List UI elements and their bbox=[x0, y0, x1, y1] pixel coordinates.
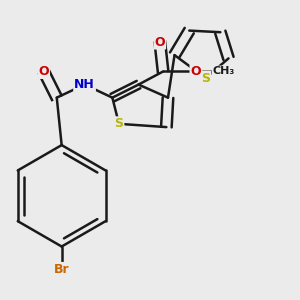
Text: O: O bbox=[38, 65, 49, 78]
Text: Br: Br bbox=[54, 263, 70, 276]
Text: CH₃: CH₃ bbox=[212, 67, 235, 76]
Text: S: S bbox=[201, 71, 210, 85]
Text: O: O bbox=[154, 35, 165, 49]
Text: O: O bbox=[190, 65, 201, 78]
Text: S: S bbox=[114, 117, 123, 130]
Text: NH: NH bbox=[74, 78, 95, 91]
